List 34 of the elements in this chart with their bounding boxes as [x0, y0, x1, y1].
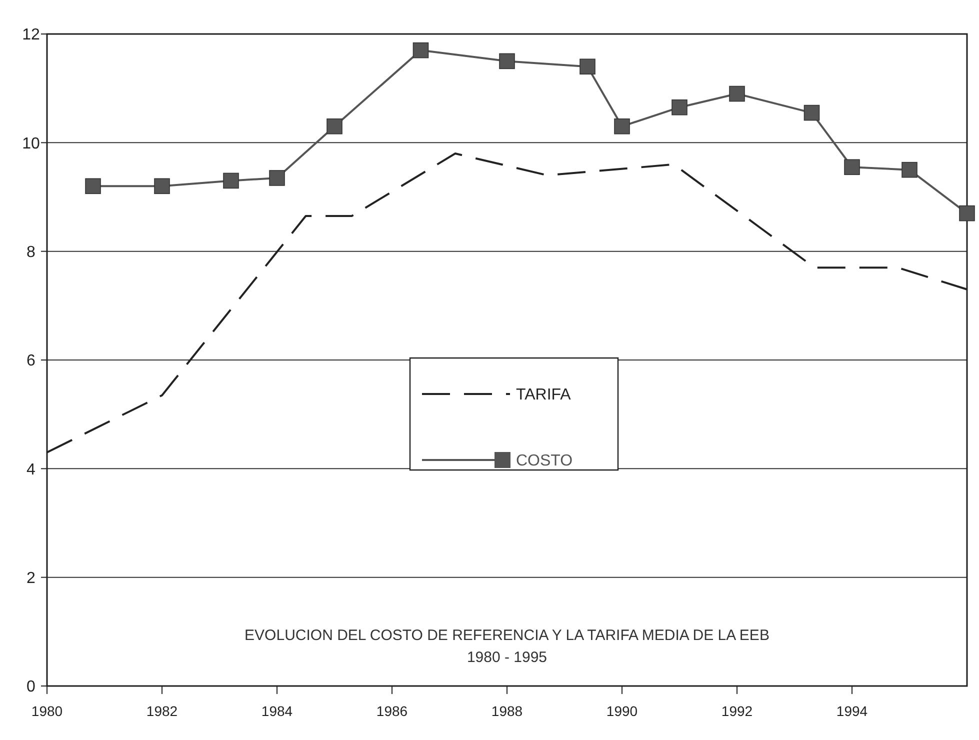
y-tick-label: 12: [22, 26, 40, 44]
y-tick-label: 6: [26, 352, 36, 370]
point: [614, 118, 630, 134]
x-tick-label: 1982: [146, 703, 178, 719]
x-tick-label: 1984: [261, 703, 293, 719]
point: [902, 162, 918, 178]
point: [326, 118, 342, 134]
legend-label: COSTO: [516, 452, 573, 470]
point: [672, 99, 688, 116]
text: TARIFA: [516, 386, 572, 404]
point: [499, 53, 515, 70]
point: [729, 86, 745, 102]
point: [154, 178, 170, 194]
x-tick-label: 1990: [606, 703, 638, 719]
point: [85, 178, 101, 194]
point: [804, 104, 820, 121]
x-tick-label: 1994: [836, 703, 868, 719]
y-tick-label: 2: [26, 570, 36, 587]
point: [412, 42, 429, 58]
x-tick-label: 1988: [491, 703, 523, 719]
point: [269, 170, 285, 186]
text: EVOLUCION DEL COSTO DE REFERENCIA Y LA TARIFA MEDIA DE LA EEB: [244, 627, 770, 644]
x-tick-label: 1992: [721, 703, 753, 719]
y-tick-label: 0: [26, 678, 36, 696]
point: [223, 172, 239, 189]
y-tick-label: 10: [22, 135, 40, 152]
x-tick-label: 1986: [376, 703, 408, 719]
y-tick-label: 4: [26, 461, 36, 478]
point: [580, 58, 596, 74]
text: 1980 - 1995: [466, 649, 548, 666]
x-tick-label: 1980: [31, 703, 63, 719]
point: [844, 159, 860, 176]
y-tick-label: 8: [26, 244, 36, 261]
point: [959, 205, 975, 222]
